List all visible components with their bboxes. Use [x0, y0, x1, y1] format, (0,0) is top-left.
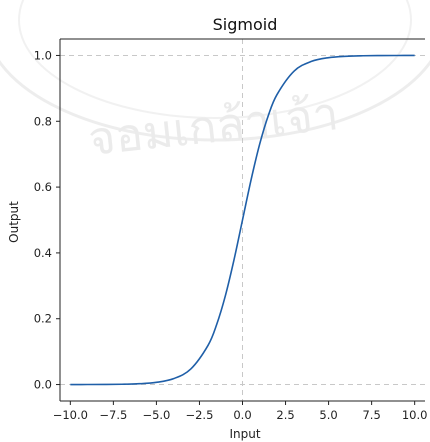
chart-title: Sigmoid — [213, 15, 278, 34]
x-tick-label: 0.0 — [233, 408, 251, 422]
y-tick-label: 0.4 — [34, 246, 52, 260]
y-tick-label: 1.0 — [34, 48, 52, 62]
y-tick-label: 0.8 — [34, 114, 52, 128]
x-tick-label: 5.0 — [319, 408, 337, 422]
x-tick-label: −2.5 — [185, 408, 213, 422]
y-axis-title: Output — [7, 201, 21, 243]
x-tick-label: 10.0 — [402, 408, 428, 422]
x-tick-label: −7.5 — [99, 408, 127, 422]
x-axis-title: Input — [229, 427, 260, 441]
series-line — [70, 54, 415, 386]
y-tick-label: 0.2 — [34, 312, 52, 326]
x-tick-label: 2.5 — [276, 408, 294, 422]
x-tick-label: −10.0 — [53, 408, 88, 422]
plot-area: −10.0 −7.5 −5.0 −2.5 0.0 2.5 5.0 7.5 10.0 0.0 0.2 0… — [34, 38, 428, 422]
x-tick-label: −5.0 — [142, 408, 170, 422]
watermark-text: จอมเกล้าเจ้า — [86, 86, 341, 166]
y-tick-label: 0.0 — [34, 378, 52, 392]
x-tick-label: 7.5 — [362, 408, 380, 422]
y-tick-label: 0.6 — [34, 180, 52, 194]
